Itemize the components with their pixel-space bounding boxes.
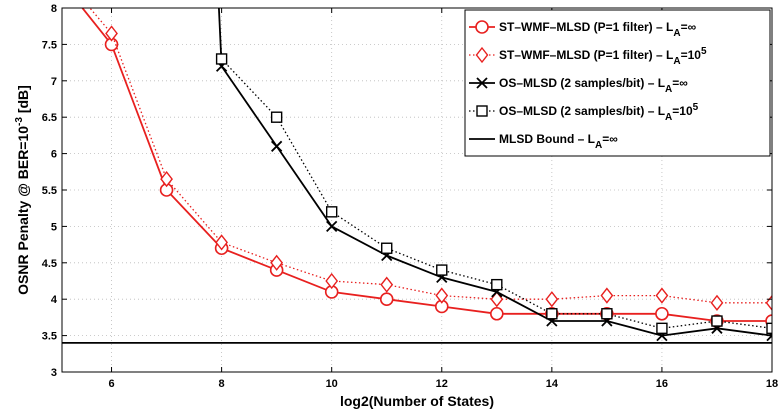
y-tick-label-8: 7 <box>51 76 57 88</box>
series-3-point-5 <box>436 264 448 276</box>
y-axis-label-exponent: -3 <box>14 117 25 126</box>
y-tick-label-1: 3.5 <box>42 331 57 343</box>
x-tick-label-4: 14 <box>546 378 559 390</box>
legend-label-3: OS–MLSD (2 samples/bit) – LA=105 <box>499 102 699 123</box>
legend-label-3-sup: 5 <box>693 102 699 113</box>
series-3-point-3 <box>325 206 338 218</box>
legend-label-3-suffix: =10 <box>672 104 693 118</box>
legend-label-1-name: ST–WMF–MLSD (P=1 filter) – L <box>499 48 673 62</box>
legend-swatch-marker-0 <box>475 20 489 34</box>
x-tick-label-2: 10 <box>326 378 338 390</box>
legend-label-2-sub: A <box>665 84 672 95</box>
y-tick-label-7: 6.5 <box>42 112 57 124</box>
y-tick-label-6: 6 <box>51 149 57 161</box>
series-1-point-10 <box>600 287 614 304</box>
legend-label-4-name: MLSD Bound – L <box>499 132 595 146</box>
series-0-line <box>81 8 772 322</box>
legend-label-4: MLSD Bound – LA=∞ <box>499 132 618 151</box>
series-3-point-9 <box>656 322 668 335</box>
legend-label-2-suffix: =∞ <box>672 76 688 90</box>
legend-label-3-name: OS–MLSD (2 samples/bit) – L <box>499 104 665 118</box>
legend-label-4-suffix: =∞ <box>602 132 618 146</box>
legend-box <box>464 9 771 157</box>
y-tick-label-10: 8 <box>51 3 57 15</box>
series-1-point-1 <box>105 25 118 42</box>
series-3-point-4 <box>381 242 393 254</box>
series-3-point-7 <box>546 308 558 320</box>
legend-label-1: ST–WMF–MLSD (P=1 filter) – LA=105 <box>499 46 707 67</box>
series-3 <box>215 8 772 335</box>
series-3-point-1 <box>215 53 228 65</box>
legend-label-0: ST–WMF–MLSD (P=1 filter) – LA=∞ <box>499 20 696 39</box>
legend-label-2: OS–MLSD (2 samples/bit) – LA=∞ <box>499 76 688 95</box>
series-0-point-8 <box>490 306 504 321</box>
series-0-point-6 <box>379 292 394 307</box>
y-tick-label-5: 5.5 <box>42 185 57 197</box>
x-tick-label-0: 6 <box>108 378 114 390</box>
legend-swatch-marker-1 <box>475 46 489 64</box>
series-1 <box>88 8 772 311</box>
series-1-point-12 <box>710 294 724 311</box>
x-tick-label-1: 8 <box>219 378 225 390</box>
series-1-point-4 <box>270 254 284 271</box>
legend-label-1-suffix: =10 <box>681 48 702 62</box>
series-3-point-11 <box>766 322 772 335</box>
legend-label-0-name: ST–WMF–MLSD (P=1 filter) – L <box>499 20 673 34</box>
series-3-point-8 <box>601 308 613 320</box>
x-tick-label-5: 16 <box>656 378 668 390</box>
series-0-point-11 <box>655 306 669 321</box>
legend-label-4-sub: A <box>595 140 602 151</box>
series-1-point-9 <box>545 291 559 308</box>
legend-label-1-sub: A <box>673 56 680 67</box>
series-3-point-6 <box>491 278 503 291</box>
series-2-point-2 <box>271 140 283 152</box>
series-3-point-10 <box>711 315 723 327</box>
y-tick-label-4: 5 <box>51 221 57 233</box>
series-1-point-6 <box>380 276 394 293</box>
series-2-point-3 <box>326 220 338 233</box>
series-1-point-3 <box>215 234 229 251</box>
x-axis-label: log2(Number of States) <box>340 393 494 409</box>
x-tick-label-3: 12 <box>436 378 448 390</box>
series-2-line <box>218 8 772 337</box>
legend: ST–WMF–MLSD (P=1 filter) – LA=∞ST–WMF–ML… <box>464 9 771 157</box>
series-1-point-2 <box>160 170 173 188</box>
legend-swatch-marker-2 <box>476 77 488 89</box>
ticks: 6 8 10 12 14 16 18 3 3.5 4 4.5 5 5.5 6 6.5 7 7.5 8 <box>42 3 778 390</box>
legend-swatch-marker-3 <box>476 105 488 117</box>
legend-label-0-sub: A <box>673 28 680 39</box>
y-axis-label-main: OSNR Penalty @ BER=10 <box>15 126 31 295</box>
legend-label-0-suffix: =∞ <box>681 20 697 34</box>
legend-label-2-name: OS–MLSD (2 samples/bit) – L <box>499 76 665 90</box>
legend-label-3-sub: A <box>665 112 672 123</box>
series-3-point-2 <box>270 111 283 123</box>
y-tick-label-9: 7.5 <box>42 39 57 51</box>
y-tick-label-0: 3 <box>51 367 57 379</box>
y-tick-label-2: 4 <box>51 294 58 306</box>
series-1-point-11 <box>655 287 669 304</box>
x-tick-label-6: 18 <box>766 378 778 390</box>
legend-label-1-sup: 5 <box>701 46 707 57</box>
y-tick-label-3: 4.5 <box>42 258 57 270</box>
series-1-point-5 <box>325 272 339 290</box>
y-axis-label-unit: [dB] <box>15 85 31 117</box>
series-1-point-7 <box>435 287 449 304</box>
series-layer <box>62 8 772 344</box>
y-axis-label: OSNR Penalty @ BER=10-3 [dB] <box>14 85 31 295</box>
